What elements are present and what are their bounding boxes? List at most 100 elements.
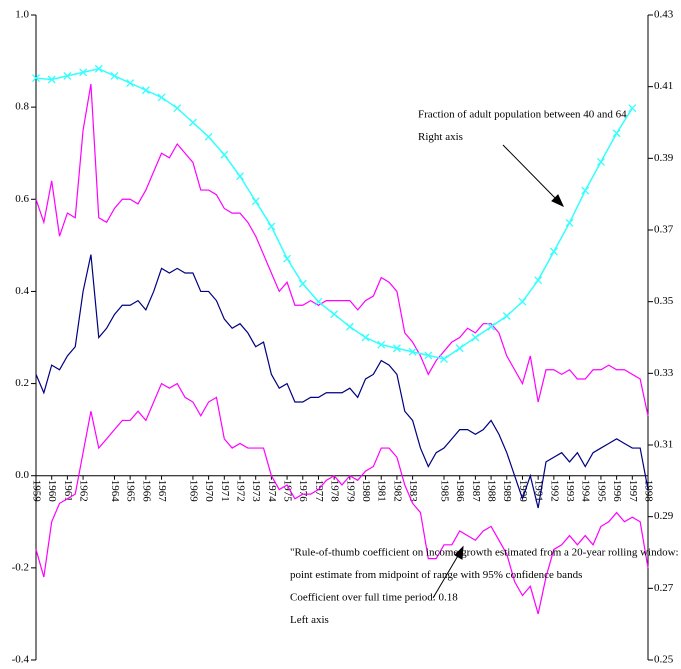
x-marker: [188, 118, 197, 127]
x-marker: [267, 222, 276, 231]
x-marker: [487, 322, 496, 331]
x-tick-label: 1979: [344, 480, 356, 503]
x-marker: [518, 297, 527, 306]
y2-tick-label: 0.37: [654, 224, 674, 236]
x-marker: [565, 218, 574, 227]
x-marker: [236, 172, 244, 181]
x-tick-label: 1983: [407, 480, 419, 503]
x-marker: [204, 132, 213, 141]
x-tick-label: 1959: [30, 480, 42, 503]
annotation: "Rule-of-thumb coefficient on income gro…: [290, 547, 679, 559]
x-marker: [110, 71, 119, 80]
x-marker: [157, 93, 166, 102]
x-tick-label: 1970: [203, 480, 215, 503]
y2-tick-label: 0.33: [654, 367, 674, 379]
x-tick-label: 1989: [501, 480, 513, 503]
x-tick-label: 1966: [140, 480, 152, 503]
y2-tick-label: 0.25: [654, 654, 674, 666]
x-marker: [455, 344, 464, 353]
x-marker: [298, 279, 307, 288]
x-tick-label: 1972: [234, 480, 246, 502]
x-marker: [220, 150, 229, 159]
x-tick-label: 1985: [438, 480, 450, 503]
x-marker: [549, 247, 558, 256]
series-line: [35, 84, 649, 416]
x-tick-label: 1986: [454, 480, 466, 503]
y-tick-label: 0.4: [15, 285, 29, 297]
x-marker: [314, 297, 323, 306]
x-marker: [251, 197, 260, 206]
x-marker: [424, 351, 433, 360]
arrow: [432, 553, 460, 599]
x-marker: [32, 74, 40, 83]
y-tick-label: -0.4: [12, 654, 30, 666]
annotation: Right axis: [418, 131, 463, 143]
x-marker: [345, 322, 354, 331]
series-line: [35, 254, 649, 509]
annotation: Fraction of adult population between 40 …: [418, 109, 627, 121]
x-tick-label: 1990: [517, 480, 529, 503]
annotation: Left axis: [290, 614, 329, 626]
x-tick-label: 1995: [595, 480, 607, 503]
y2-tick-label: 0.31: [654, 439, 673, 451]
x-marker: [283, 254, 292, 263]
annotation: point estimate from midpoint of range wi…: [290, 569, 582, 581]
x-tick-label: 1969: [187, 480, 199, 503]
arrow-head: [454, 545, 464, 560]
y-tick-label: 0.8: [15, 101, 29, 113]
arrow-head: [551, 194, 565, 208]
annotation-arrows: [432, 144, 565, 599]
annotation: Coefficient over full time period: 0.18: [290, 592, 458, 604]
y-tick-label: 1.0: [15, 9, 29, 21]
x-marker: [47, 75, 56, 84]
x-tick-label: 1974: [266, 480, 278, 503]
x-tick-label: 1982: [391, 480, 403, 502]
x-tick-label: 1987: [470, 480, 482, 503]
x-marker: [141, 86, 150, 95]
arrow: [502, 144, 559, 202]
y-tick-label: 0.6: [15, 193, 29, 205]
x-tick-label: 1965: [125, 480, 137, 503]
x-marker: [612, 129, 621, 138]
x-tick-label: 1994: [580, 480, 592, 503]
x-tick-label: 1976: [297, 480, 309, 503]
y2-tick-label: 0.35: [654, 295, 674, 307]
x-tick-label: 1980: [360, 480, 372, 503]
x-marker: [440, 355, 448, 363]
y2-tick-label: 0.27: [654, 582, 674, 594]
x-marker: [330, 310, 339, 319]
x-tick-label: 1962: [78, 480, 90, 502]
y2-tick-label: 0.43: [654, 9, 674, 21]
x-tick-label: 1973: [250, 480, 262, 503]
x-tick-label: 1997: [627, 480, 639, 503]
x-marker: [126, 79, 135, 88]
y2-tick-label: 0.41: [654, 80, 673, 92]
x-tick-label: 1992: [548, 480, 560, 502]
x-tick-label: 1964: [109, 480, 121, 503]
x-marker: [361, 333, 370, 342]
x-tick-label: 1978: [329, 480, 341, 503]
x-marker: [534, 276, 543, 285]
y2-tick-label: 0.39: [654, 152, 674, 164]
x-tick-label: 1971: [219, 480, 231, 502]
x-marker: [377, 340, 386, 349]
x-tick-label: 1967: [156, 480, 168, 503]
x-tick-label: 1981: [376, 480, 388, 502]
series-line: [35, 382, 649, 615]
x-tick-label: 1993: [564, 480, 576, 503]
x-tick-label: 1975: [282, 480, 294, 503]
x-tick-label: 1977: [313, 480, 325, 503]
x-marker: [392, 344, 401, 353]
x-marker: [173, 104, 182, 113]
x-marker: [502, 312, 511, 320]
y-tick-label: -0.2: [12, 561, 29, 573]
x-tick-label: 1998: [642, 480, 654, 503]
x-marker: [581, 186, 590, 195]
x-marker: [471, 333, 480, 342]
x-tick-label: 1960: [46, 480, 58, 503]
x-marker: [628, 104, 637, 113]
x-marker: [63, 71, 72, 80]
x-marker: [596, 157, 605, 166]
x-marker: [79, 68, 88, 77]
